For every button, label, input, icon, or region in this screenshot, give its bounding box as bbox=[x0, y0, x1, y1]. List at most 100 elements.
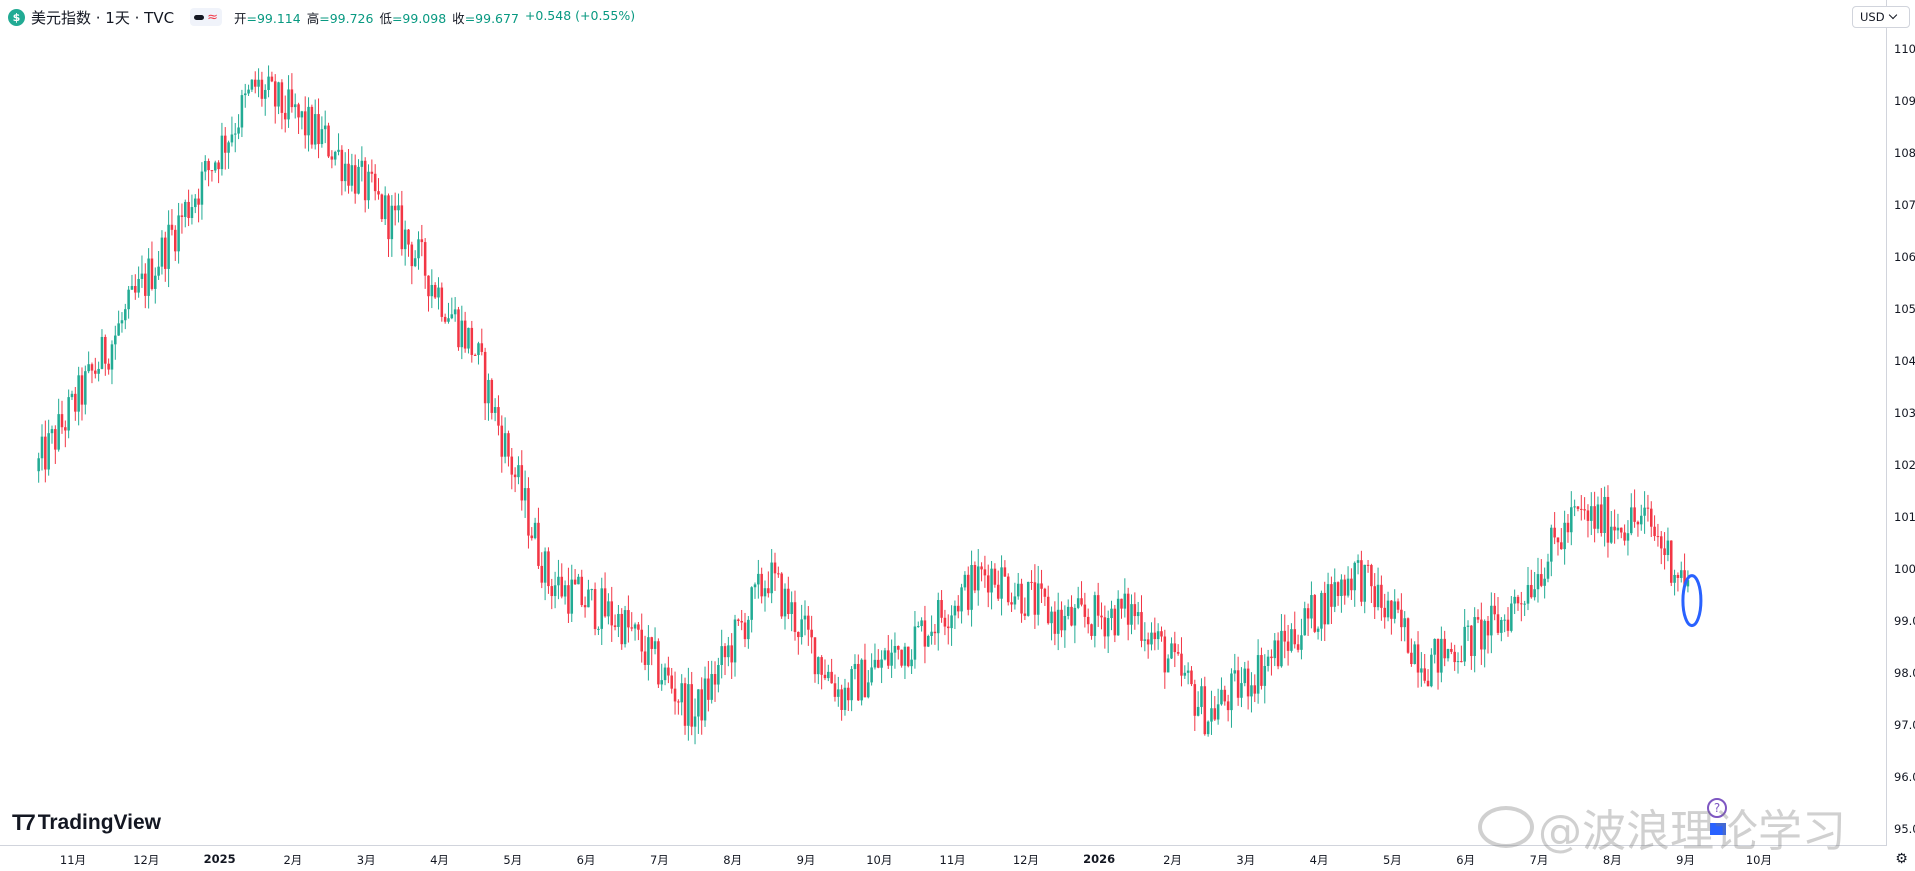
candle-body bbox=[900, 649, 903, 666]
candle-body bbox=[493, 407, 497, 413]
candle-body bbox=[74, 393, 77, 412]
candle-body bbox=[1506, 619, 1510, 631]
candle-body bbox=[1283, 630, 1287, 642]
candle-body bbox=[1226, 701, 1230, 711]
candle-body bbox=[253, 79, 257, 87]
candle-body bbox=[897, 645, 900, 650]
candle-body bbox=[1523, 603, 1526, 605]
candle-body bbox=[853, 663, 857, 670]
tradingview-logo[interactable]: T7 TradingView bbox=[12, 810, 161, 836]
candle-body bbox=[720, 646, 723, 666]
candle-body bbox=[1453, 651, 1456, 663]
time-tick-label: 10月 bbox=[1745, 853, 1772, 867]
candle-body bbox=[1053, 611, 1057, 634]
candle-body bbox=[390, 205, 394, 240]
highlight-ellipse[interactable] bbox=[1681, 574, 1703, 628]
candle-body bbox=[783, 588, 787, 617]
candle-body bbox=[1143, 639, 1147, 641]
watermark-text: @波浪理论学习 bbox=[1538, 806, 1846, 857]
candle-body bbox=[790, 602, 793, 615]
candle-body bbox=[963, 574, 967, 588]
flag-icon[interactable] bbox=[1709, 822, 1727, 836]
candle-body bbox=[1000, 567, 1003, 599]
candle-body bbox=[983, 569, 987, 576]
candle-body bbox=[1656, 536, 1660, 538]
weibo-watermark: @波浪理论学习 bbox=[1478, 795, 1846, 859]
candle-body bbox=[966, 574, 970, 610]
currency-selector[interactable]: USD bbox=[1852, 6, 1910, 28]
candle-body bbox=[1243, 668, 1247, 684]
price-tick-label: 107.000 bbox=[1894, 198, 1915, 212]
candle-body bbox=[830, 671, 833, 684]
candle-body bbox=[1456, 661, 1460, 663]
price-axis[interactable]: 110.000 109.000 108.000 107.000 106.000 105.0… bbox=[1888, 0, 1915, 846]
candle-body bbox=[1270, 656, 1273, 659]
candle-body bbox=[857, 663, 860, 701]
candle-body bbox=[633, 624, 637, 629]
candle-body bbox=[1183, 672, 1187, 676]
event-marker-icon[interactable]: ? bbox=[1707, 798, 1727, 818]
visibility-toggle[interactable]: ≈ bbox=[190, 8, 222, 26]
candle-body bbox=[753, 584, 757, 588]
candle-body bbox=[1406, 618, 1410, 653]
time-axis[interactable]: 11月 12月 2025 2月 3月 4月 5月 6月 7月 8月 9月 10月 11月 12月 2026 2… bbox=[0, 846, 1887, 871]
candle-body bbox=[926, 635, 930, 647]
candle-body bbox=[270, 76, 274, 82]
symbol-title[interactable]: 美元指数 · 1天 · TVC bbox=[31, 8, 175, 27]
candle-body bbox=[970, 565, 973, 610]
candle-body bbox=[1180, 653, 1183, 676]
candle-body bbox=[603, 588, 607, 617]
candle-body bbox=[1540, 574, 1543, 586]
candle-body bbox=[1483, 620, 1486, 650]
candle-body bbox=[1610, 526, 1613, 543]
candle-body bbox=[883, 650, 887, 660]
candle-body bbox=[980, 566, 983, 570]
candle-body bbox=[1280, 630, 1283, 667]
candle-body bbox=[887, 650, 890, 666]
candlestick-chart[interactable] bbox=[0, 0, 1887, 846]
candle-body bbox=[54, 429, 57, 450]
candle-body bbox=[437, 287, 440, 298]
tradingview-mark-icon: T7 bbox=[12, 810, 36, 835]
candle-body bbox=[1446, 648, 1450, 659]
candle-body bbox=[1396, 601, 1400, 610]
time-tick-label: 8月 bbox=[723, 853, 743, 867]
chart-settings-button[interactable]: ⚙ bbox=[1888, 846, 1915, 871]
candle-body bbox=[527, 488, 530, 536]
candle-body bbox=[257, 79, 260, 87]
candle-body bbox=[1223, 689, 1227, 702]
candle-body bbox=[653, 641, 657, 649]
candle-body bbox=[307, 106, 310, 136]
time-tick-label: 7月 bbox=[649, 853, 669, 867]
candle-body bbox=[690, 684, 693, 727]
candle-body bbox=[1116, 598, 1120, 636]
price-tick-label: 98.000 bbox=[1894, 666, 1915, 680]
candle-body bbox=[1076, 598, 1080, 608]
candle-body bbox=[717, 665, 720, 685]
candle-body bbox=[1150, 632, 1153, 645]
gear-icon: ⚙ bbox=[1895, 850, 1908, 867]
candle-body bbox=[1113, 608, 1117, 636]
candle-body bbox=[273, 81, 277, 107]
time-tick-label: 11月 bbox=[939, 853, 966, 867]
candle-body bbox=[1256, 655, 1260, 694]
candle-body bbox=[320, 129, 324, 145]
candle-body bbox=[817, 657, 820, 675]
candle-body bbox=[607, 601, 610, 617]
candle-body bbox=[703, 678, 707, 721]
candle-body bbox=[300, 111, 304, 118]
candle-body bbox=[867, 682, 870, 698]
candle-body bbox=[590, 589, 594, 591]
candle-body bbox=[114, 335, 117, 345]
candle-body bbox=[1196, 706, 1200, 716]
chart-pane[interactable]: $ 美元指数 · 1天 · TVC ≈ 开=99.114 高=99.726 低=… bbox=[0, 0, 1887, 846]
candle-body bbox=[1683, 570, 1686, 587]
candle-body bbox=[770, 562, 773, 594]
tradingview-logo-text: TradingView bbox=[37, 811, 162, 834]
candle-body bbox=[1653, 526, 1656, 537]
dollar-symbol-icon[interactable]: $ bbox=[8, 8, 25, 26]
compare-wave-icon[interactable]: ≈ bbox=[207, 9, 218, 25]
candle-body bbox=[1030, 581, 1033, 583]
candle-body bbox=[1343, 579, 1347, 596]
eye-icon[interactable] bbox=[194, 14, 205, 20]
